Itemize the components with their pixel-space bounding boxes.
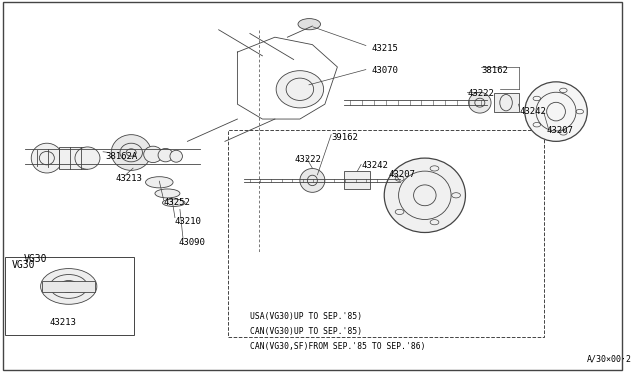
Bar [42,281,95,292]
Text: 39162: 39162 [331,133,358,142]
Ellipse shape [158,148,173,162]
Text: 43252: 43252 [164,198,191,207]
Ellipse shape [163,199,185,206]
Ellipse shape [145,177,173,188]
Text: A/30×00·2: A/30×00·2 [588,355,632,364]
Text: 43213: 43213 [50,318,77,327]
Text: 43090: 43090 [178,238,205,247]
Text: USA(VG30)UP TO SEP.'85): USA(VG30)UP TO SEP.'85) [250,312,362,321]
Text: 38162A: 38162A [105,152,137,161]
Ellipse shape [111,135,151,170]
Ellipse shape [298,19,321,30]
Bar [493,93,518,112]
Text: 43213: 43213 [116,174,143,183]
Text: CAN(VG30,SF)FROM SEP.'85 TO SEP.'86): CAN(VG30,SF)FROM SEP.'85 TO SEP.'86) [250,342,426,351]
Text: 43242: 43242 [520,107,547,116]
Ellipse shape [31,143,63,173]
Ellipse shape [170,150,182,162]
Text: CAN(VG30)UP TO SEP.'85): CAN(VG30)UP TO SEP.'85) [250,327,362,336]
Text: 43070: 43070 [372,66,399,75]
Text: 43210: 43210 [175,217,202,226]
Text: 43222: 43222 [295,155,322,164]
Ellipse shape [40,269,97,304]
Text: VG30: VG30 [12,260,35,270]
Bar [60,147,88,169]
Ellipse shape [468,92,491,113]
Bar [228,130,543,337]
Ellipse shape [155,189,180,198]
Text: 43215: 43215 [372,44,399,53]
Text: 38162: 38162 [481,66,508,75]
Text: 43242: 43242 [361,161,388,170]
Ellipse shape [300,169,325,192]
Text: 43207: 43207 [388,170,415,179]
Text: 43222: 43222 [467,89,494,98]
Ellipse shape [75,147,100,169]
Bar [5,257,134,335]
Bar [344,171,370,189]
Ellipse shape [144,146,163,163]
Ellipse shape [384,158,465,232]
Text: VG30: VG30 [24,254,47,263]
Ellipse shape [525,82,588,141]
Ellipse shape [276,71,324,108]
Text: 43207: 43207 [547,126,573,135]
